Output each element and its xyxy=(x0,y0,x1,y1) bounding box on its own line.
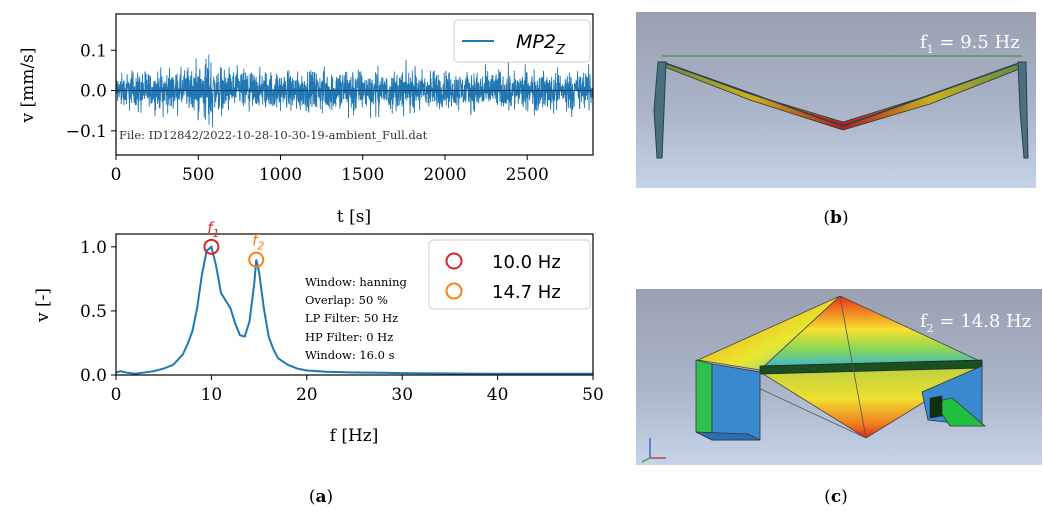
info-window: Window: hanning xyxy=(305,275,408,289)
panel-label-c: (c) xyxy=(824,487,848,507)
peak-f1-label: f1 xyxy=(207,219,219,240)
mode-shape-1-freq-label: f1 = 9.5 Hz xyxy=(920,32,1020,56)
x-tick-label: 1500 xyxy=(341,165,384,185)
peak-f2-label: f2 xyxy=(252,232,264,253)
roof-diagonal-1 xyxy=(839,295,867,439)
x-tick-label: 20 xyxy=(296,385,318,405)
x-tick-label: 40 xyxy=(487,385,509,405)
time-signal-file-annotation: File: ID12842/2022-10-28-10-30-19-ambien… xyxy=(119,128,428,142)
left-leg-front xyxy=(711,363,761,441)
peak-f2-marker xyxy=(248,251,265,268)
legend-label-mp2z: MP2Z xyxy=(516,31,566,58)
legend-marker-f2 xyxy=(445,282,463,300)
time-signal-x-label: t [s] xyxy=(337,207,371,227)
spectrum-info-text: Window: hanning Overlap: 50 % LP Filter:… xyxy=(305,275,408,362)
spectrum-y-ticks: 0.0 0.5 1.0 xyxy=(80,238,116,386)
time-signal-y-ticks: −0.1 0.0 0.1 xyxy=(66,41,116,142)
beam-edge-left xyxy=(661,61,844,127)
left-leg-side xyxy=(695,359,713,441)
right-column xyxy=(1017,61,1029,159)
x-tick-label: 1000 xyxy=(259,165,302,185)
y-tick-label: 1.0 xyxy=(80,238,107,258)
legend-marker-f1 xyxy=(445,252,463,270)
y-tick-label: 0.1 xyxy=(80,41,107,61)
legend-box xyxy=(428,239,591,310)
x-tick-label: 10 xyxy=(201,385,223,405)
peak-f1-marker xyxy=(203,238,220,255)
info-overlap: Overlap: 50 % xyxy=(305,293,388,307)
mode-shape-1-image: f1 = 9.5 Hz xyxy=(636,12,1036,188)
time-signal-y-label: v [mm/s] xyxy=(18,48,38,124)
spectrum-axes-frame xyxy=(115,233,594,376)
mode-shape-1-background xyxy=(636,12,1036,188)
info-window-length: Window: 16.0 s xyxy=(305,348,395,362)
info-hp-filter: HP Filter: 0 Hz xyxy=(305,330,393,344)
y-tick-label: −0.1 xyxy=(66,122,107,142)
spectrum-series-line xyxy=(116,245,593,375)
beam-edge-right xyxy=(842,61,1023,127)
spectrum-chart: 0 10 20 30 40 50 0.0 0.5 1.0 f [Hz] v [-] f1 f2… xyxy=(33,219,604,446)
time-signal-axes-frame xyxy=(115,13,594,156)
x-tick-label: 0 xyxy=(111,385,122,405)
legend-label-f2: 14.7 Hz xyxy=(492,282,561,303)
spectrum-y-label: v [-] xyxy=(33,288,53,323)
time-signal-trace xyxy=(116,54,593,128)
time-signal-x-ticks: 0 500 1000 1500 2000 2500 xyxy=(111,155,549,185)
info-lp-filter: LP Filter: 50 Hz xyxy=(305,311,398,325)
legend-label-f1: 10.0 Hz xyxy=(492,252,561,273)
x-tick-label: 500 xyxy=(182,165,214,185)
spectrum-x-ticks: 0 10 20 30 40 50 xyxy=(111,375,604,405)
spectrum-x-label: f [Hz] xyxy=(330,426,379,446)
x-tick-label: 2500 xyxy=(506,165,549,185)
y-tick-label: 0.5 xyxy=(80,302,107,322)
x-tick-label: 2000 xyxy=(423,165,466,185)
y-tick-label: 0.0 xyxy=(80,82,107,102)
mode-shape-2-freq-label: f2 = 14.8 Hz xyxy=(920,311,1031,335)
legend-box xyxy=(453,19,591,63)
x-tick-label: 50 xyxy=(582,385,604,405)
spectrum-legend: 10.0 Hz 14.7 Hz xyxy=(428,239,591,310)
left-leg-bottom xyxy=(695,431,761,441)
time-signal-legend: MP2Z xyxy=(453,19,591,63)
panel-label-a: (a) xyxy=(309,487,333,507)
time-signal-chart: 0 500 1000 1500 2000 2500 −0.1 0.0 0.1 t [s] v … xyxy=(18,13,594,227)
time-signal-series-mp2z xyxy=(116,54,593,128)
x-tick-label: 0 xyxy=(111,165,122,185)
axis-triad-icon xyxy=(641,438,666,463)
y-tick-label: 0.0 xyxy=(80,366,107,386)
mode-shape-2-image: f2 = 14.8 Hz xyxy=(636,289,1042,465)
right-leg-side xyxy=(933,397,987,427)
left-column xyxy=(653,61,667,159)
panel-label-b: (b) xyxy=(823,208,848,228)
x-tick-label: 30 xyxy=(391,385,413,405)
right-leg-inner xyxy=(929,395,943,419)
